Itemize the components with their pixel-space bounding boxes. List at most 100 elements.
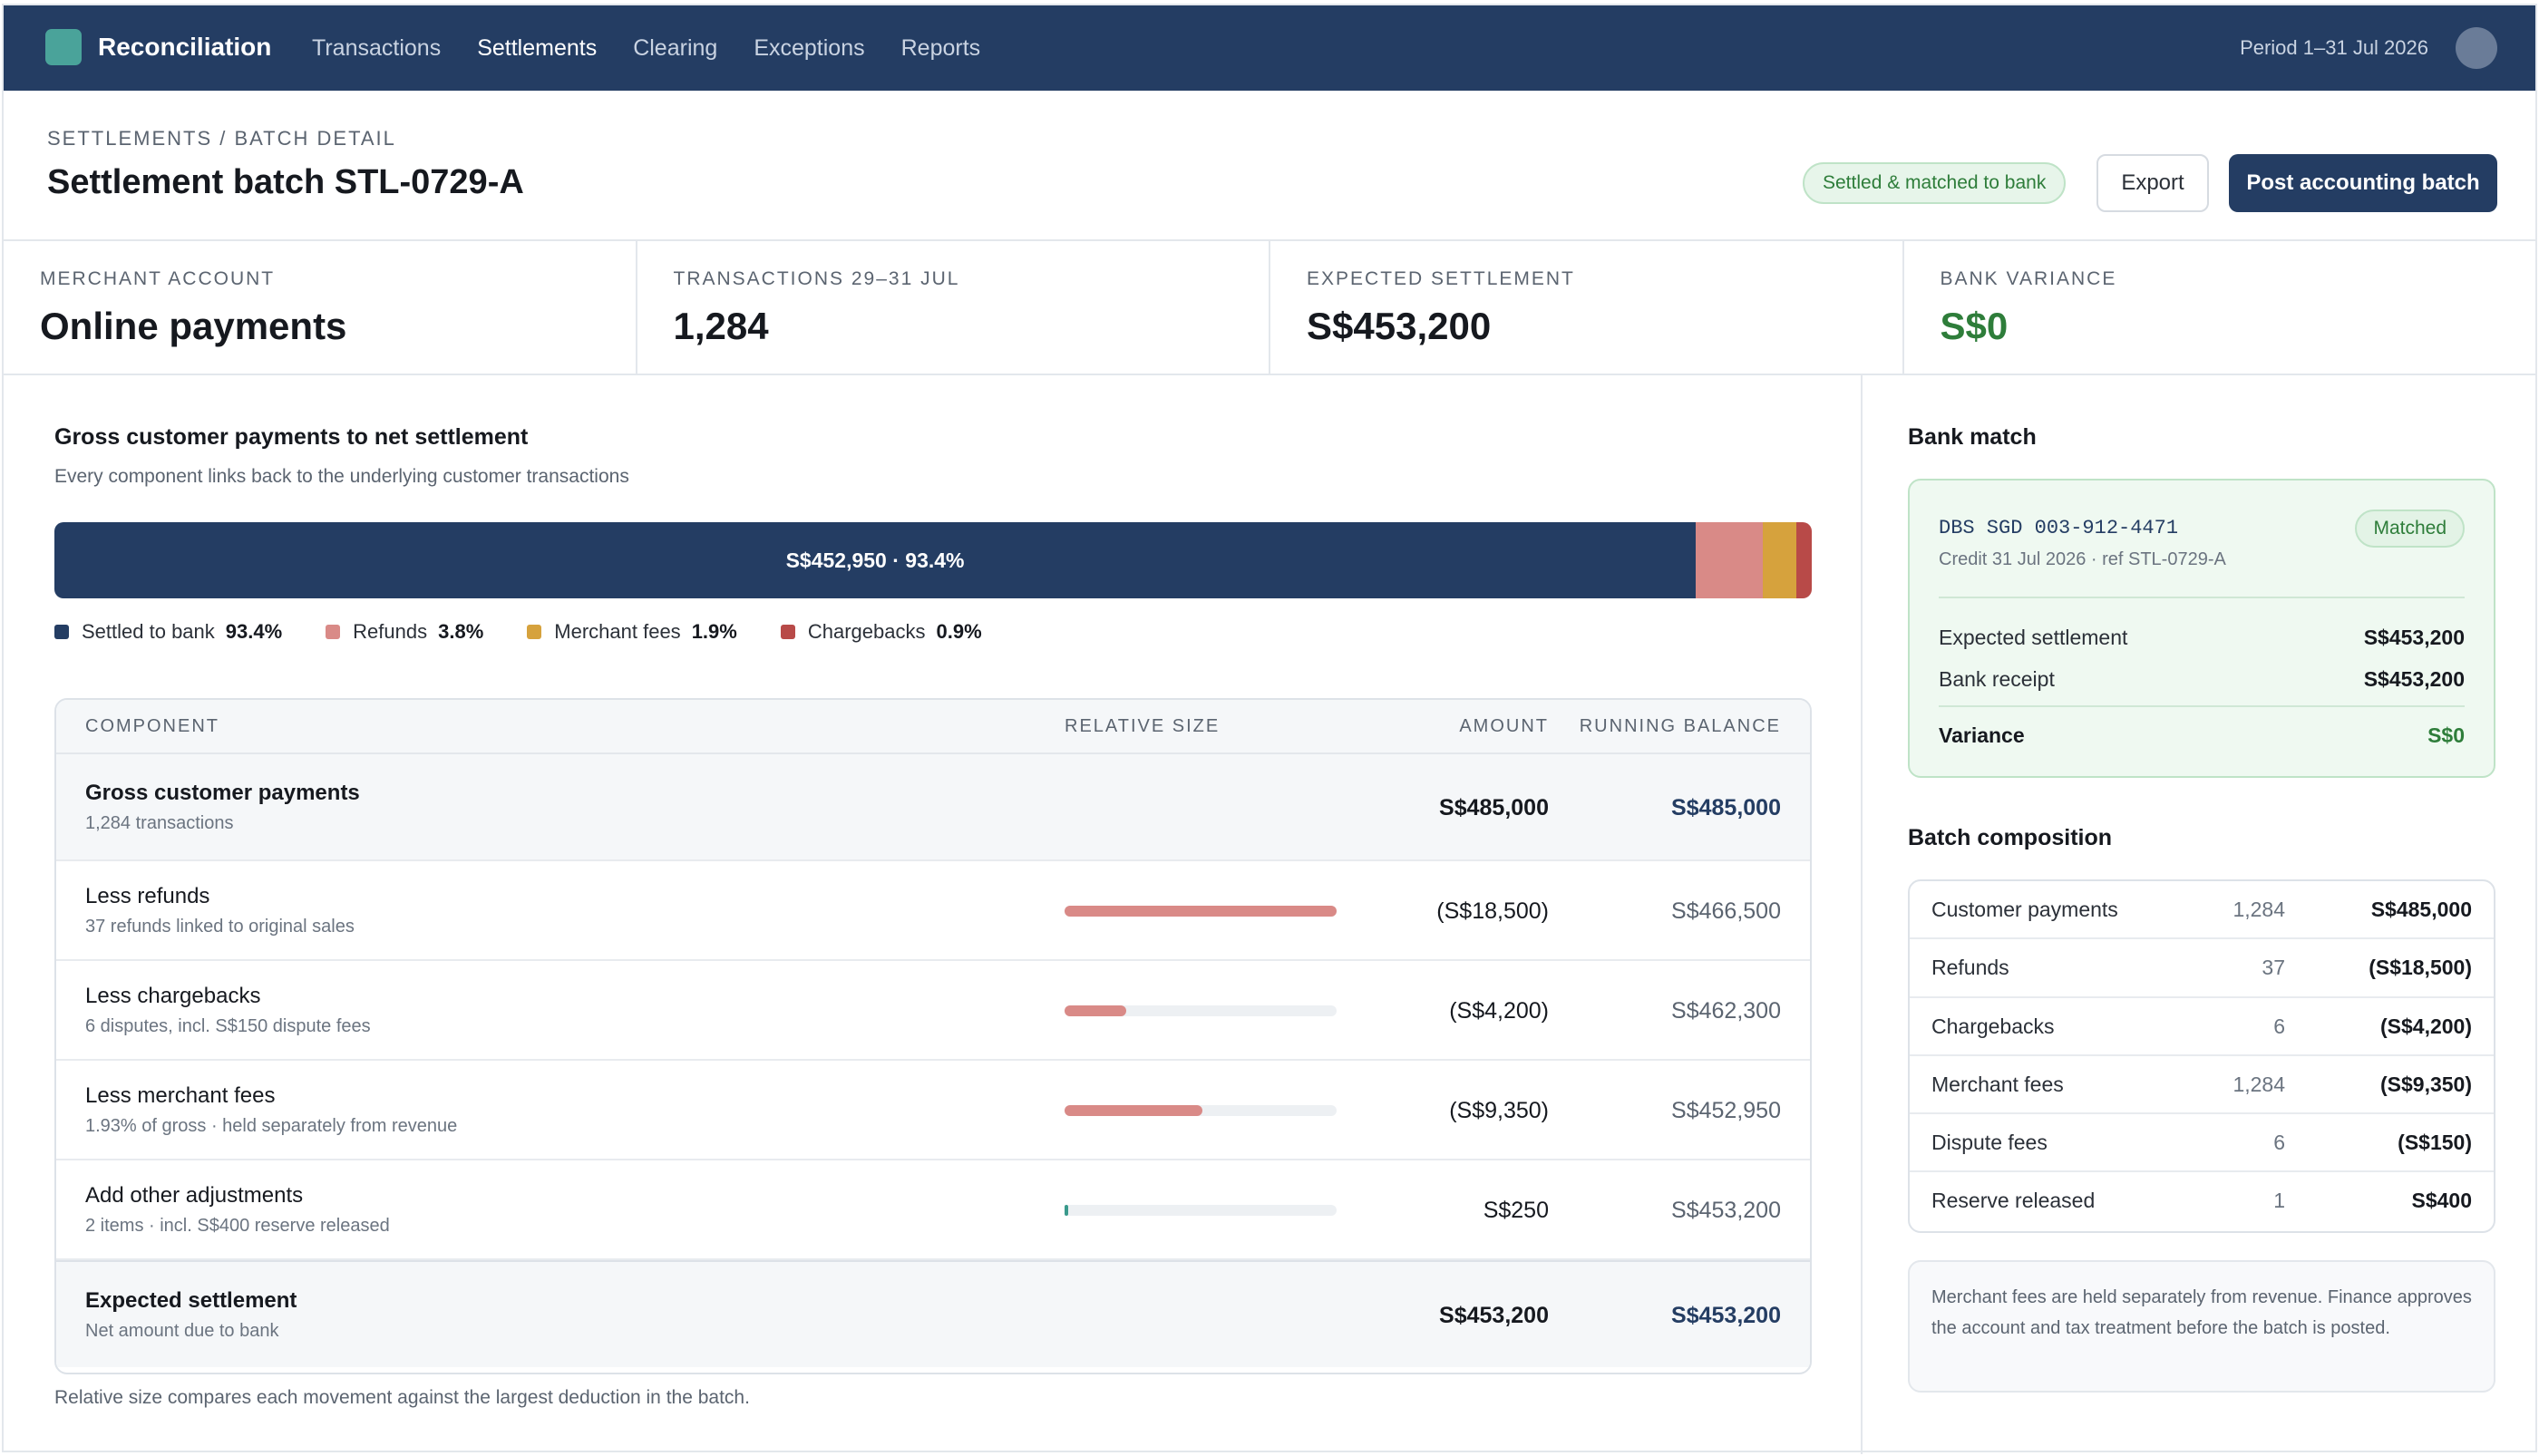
nav-transactions[interactable]: Transactions [312,35,442,61]
table-row-other-adjustments[interactable]: Add other adjustments 2 items · incl. S$4… [56,1160,1810,1260]
segment-merchant-fees[interactable] [1762,522,1796,598]
row-detail: 6 disputes, incl. S$150 dispute fees [85,1016,371,1036]
row-amount: (S$18,500) [1436,898,1549,924]
relative-size-fill [1065,1105,1202,1116]
stacked-bar-label: S$452,950 · 93.4% [785,548,965,572]
composition-row[interactable]: Merchant fees 1,284 (S$9,350) [1910,1056,2494,1115]
main-nav: Transactions Settlements Clearing Except… [312,35,980,62]
legend-label: Chargebacks [807,620,926,643]
row-name: Add other adjustments [85,1183,304,1208]
composition-row[interactable]: Refunds 37 (S$18,500) [1910,939,2494,998]
nav-clearing[interactable]: Clearing [633,35,718,61]
app-logo-icon [45,29,82,65]
legend-settled: Settled to bank 93.4% [54,620,282,644]
bank-match-card: DBS SGD 003-912-4471 Credit 31 Jul 2026 … [1908,479,2495,778]
composition-row[interactable]: Reserve released 1 S$400 [1910,1172,2494,1230]
component-table: COMPONENT RELATIVE SIZE AMOUNT RUNNING B… [54,698,1812,1374]
nav-settlements[interactable]: Settlements [477,35,598,61]
table-row-chargebacks[interactable]: Less chargebacks 6 disputes, incl. S$150 … [56,961,1810,1061]
app-frame: Reconciliation Transactions Settlements … [2,4,2537,1454]
composition-row[interactable]: Customer payments 1,284 S$485,000 [1910,881,2494,940]
finance-note: Merchant fees are held separately from r… [1908,1260,2495,1393]
legend-pct: 0.9% [936,620,982,643]
row-amount: (S$4,200) [1449,998,1549,1024]
composition-count: 1,284 [2233,898,2285,921]
table-row-merchant-fees[interactable]: Less merchant fees 1.93% of gross · held … [56,1061,1810,1160]
table-footnote: Relative size compares each movement aga… [54,1387,750,1408]
composition-label: Refunds [1931,956,2009,980]
expected-settlement-label: Expected settlement [1939,626,2128,649]
composition-amount: S$485,000 [2370,898,2472,921]
kpi-transactions: TRANSACTIONS 29–31 JUL 1,284 [637,241,1270,374]
divider [1939,705,2465,707]
page-title: Settlement batch STL-0729-A [47,163,524,201]
legend-chargebacks: Chargebacks 0.9% [780,620,982,644]
legend-swatch [527,625,542,639]
segment-chargebacks[interactable] [1795,522,1812,598]
bank-credit-ref: Credit 31 Jul 2026 · ref STL-0729-A [1939,549,2226,569]
row-running-balance: S$453,200 [1671,1198,1781,1223]
legend-merchant-fees: Merchant fees 1.9% [527,620,737,644]
row-running-balance: S$466,500 [1671,898,1781,924]
segment-settled[interactable] [54,522,1697,598]
breakdown-subtitle: Every component links back to the underl… [54,466,629,487]
composition-row[interactable]: Chargebacks 6 (S$4,200) [1910,998,2494,1056]
breakdown-title: Gross customer payments to net settlemen… [54,424,529,450]
table-row-refunds[interactable]: Less refunds 37 refunds linked to origina… [56,861,1810,961]
table-row-gross-payments[interactable]: Gross customer payments 1,284 transaction… [56,754,1810,861]
stacked-bar-legend: Settled to bank 93.4% Refunds 3.8% Merch… [54,620,982,644]
row-running-balance: S$453,200 [1671,1303,1781,1328]
relative-size-bar [1065,1005,1337,1016]
row-detail: 1.93% of gross · held separately from re… [85,1116,458,1136]
table-header: COMPONENT RELATIVE SIZE AMOUNT RUNNING B… [56,700,1810,754]
variance-value: S$0 [2427,723,2465,747]
nav-reports[interactable]: Reports [900,35,981,61]
legend-pct: 93.4% [225,620,283,643]
composition-amount: (S$4,200) [2379,1014,2472,1038]
kpi-label: EXPECTED SETTLEMENT [1307,268,1575,289]
breadcrumb[interactable]: SETTLEMENTS / BATCH DETAIL [47,127,396,150]
variance-label: Variance [1939,723,2025,747]
row-running-balance: S$485,000 [1671,795,1781,820]
row-running-balance: S$462,300 [1671,998,1781,1024]
col-component[interactable]: COMPONENT [85,716,219,736]
relative-size-fill [1065,906,1337,917]
relative-size-bar [1065,1205,1337,1216]
post-accounting-batch-button[interactable]: Post accounting batch [2229,154,2497,212]
row-name: Less merchant fees [85,1083,276,1108]
user-avatar[interactable] [2456,27,2497,69]
composition-count: 6 [2273,1014,2285,1038]
kpi-value: S$453,200 [1307,305,1492,347]
table-row-expected-settlement[interactable]: Expected settlement Net amount due to ban… [56,1260,1810,1367]
export-button[interactable]: Export [2096,154,2209,212]
col-running-balance[interactable]: RUNNING BALANCE [1579,716,1781,736]
row-name: Expected settlement [85,1288,297,1313]
composition-label: Merchant fees [1931,1072,2064,1096]
relative-size-bar [1065,1105,1337,1116]
row-detail: Net amount due to bank [85,1321,279,1341]
legend-refunds: Refunds 3.8% [326,620,483,644]
batch-composition-table: Customer payments 1,284 S$485,000 Refunds 37… [1908,879,2495,1233]
nav-exceptions[interactable]: Exceptions [754,35,865,61]
row-name: Less refunds [85,884,210,908]
composition-count: 6 [2273,1131,2285,1155]
col-relative-size[interactable]: RELATIVE SIZE [1065,716,1221,736]
composition-row[interactable]: Dispute fees 6 (S$150) [1910,1114,2494,1173]
col-amount[interactable]: AMOUNT [1459,716,1549,736]
composition-label: Reserve released [1931,1189,2096,1213]
legend-swatch [54,625,69,639]
bank-account-number[interactable]: DBS SGD 003-912-4471 [1939,517,2179,539]
composition-label: Customer payments [1931,898,2118,921]
bank-receipt-label: Bank receipt [1939,667,2055,691]
kpi-value: S$0 [1940,305,2009,347]
segment-refunds[interactable] [1696,522,1763,598]
composition-label: Chargebacks [1931,1014,2055,1038]
relative-size-fill [1065,1005,1127,1016]
kpi-expected-settlement: EXPECTED SETTLEMENT S$453,200 [1270,241,1904,374]
row-amount: S$453,200 [1439,1303,1549,1328]
divider [1939,597,2465,598]
app-title: Reconciliation [98,33,272,61]
period-selector[interactable]: Period 1–31 Jul 2026 [2240,36,2428,59]
bank-receipt-value: S$453,200 [2363,667,2465,691]
row-name: Gross customer payments [85,781,360,805]
